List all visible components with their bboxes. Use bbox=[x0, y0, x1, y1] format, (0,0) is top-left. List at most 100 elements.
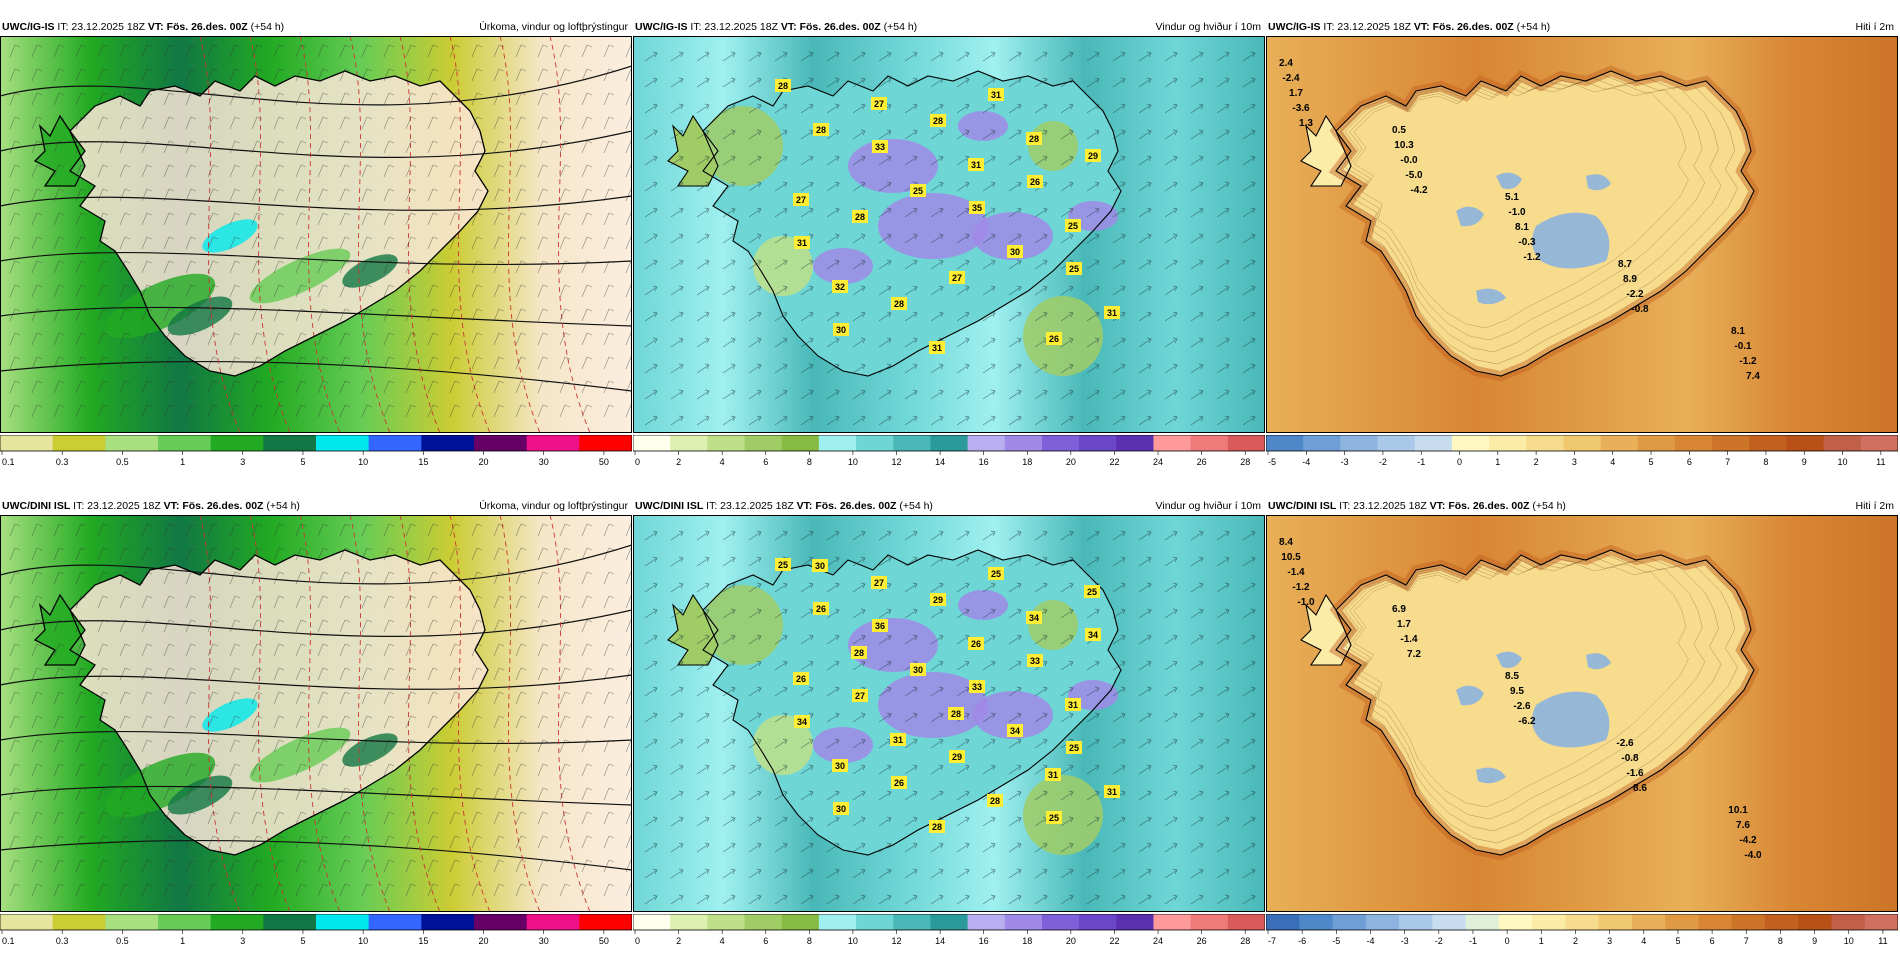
temp-label: -0.8 bbox=[1631, 304, 1649, 315]
temp-label: -2.4 bbox=[1282, 73, 1300, 84]
colorbar-swatch bbox=[1665, 914, 1699, 930]
colorbar-swatch bbox=[158, 435, 212, 451]
gust-label: 31 bbox=[893, 735, 903, 745]
colorbar-swatch bbox=[1332, 914, 1367, 930]
colorbar-tick: 14 bbox=[935, 457, 945, 467]
colorbar-tick: 2 bbox=[676, 457, 681, 467]
colorbar-tick: 8 bbox=[1763, 457, 1768, 467]
temp-label: -1.2 bbox=[1739, 356, 1757, 367]
gust-label: 28 bbox=[855, 212, 865, 222]
colorbar-swatch bbox=[856, 914, 894, 930]
gust-label: 30 bbox=[836, 804, 846, 814]
gust-label: 25 bbox=[1049, 813, 1059, 823]
gust-label: 25 bbox=[778, 560, 788, 570]
colorbar-swatch bbox=[818, 914, 857, 930]
colorbar-tick: 0.3 bbox=[56, 457, 69, 467]
temp-label: -1.0 bbox=[1297, 597, 1315, 608]
colorbar-tick: 16 bbox=[979, 936, 989, 946]
panel-header: UWC/DINI ISL IT: 23.12.2025 18Z VT: Fös.… bbox=[2, 499, 630, 513]
init-time: IT: 23.12.2025 18Z bbox=[1336, 500, 1430, 512]
lead-time: (+54 h) bbox=[263, 500, 300, 512]
temp-label: -0.0 bbox=[1400, 155, 1418, 166]
colorbar-swatch bbox=[1451, 435, 1490, 451]
colorbar-tick: 8 bbox=[807, 936, 812, 946]
gust-label: 25 bbox=[1069, 264, 1079, 274]
colorbar-tick: -1 bbox=[1469, 936, 1477, 946]
panel-header: UWC/DINI ISL IT: 23.12.2025 18Z VT: Fös.… bbox=[1268, 499, 1896, 513]
temp-label: -1.0 bbox=[1508, 207, 1526, 218]
colorbar-tick: -2 bbox=[1435, 936, 1443, 946]
gust-label: 30 bbox=[836, 325, 846, 335]
gust-label: 27 bbox=[874, 578, 884, 588]
colorbar-tick: 12 bbox=[892, 936, 902, 946]
temp-label: 8.5 bbox=[1505, 671, 1519, 682]
colorbar: -5 -4 -3 -2 -1 0 1 2 3 4 5 6 7 8 9 10 11 bbox=[1266, 435, 1898, 470]
gust-label: 34 bbox=[1010, 726, 1020, 736]
colorbar-tick: -5 bbox=[1268, 457, 1276, 467]
colorbar: 0.1 0.3 0.5 1 3 5 10 15 20 30 50 bbox=[0, 914, 632, 949]
colorbar-swatch bbox=[1526, 435, 1564, 451]
colorbar-swatch bbox=[818, 435, 857, 451]
colorbar-tick: 15 bbox=[418, 457, 428, 467]
temp-label: 10.5 bbox=[1281, 552, 1301, 563]
colorbar-tick: 4 bbox=[1610, 457, 1615, 467]
temp-label: -1.2 bbox=[1292, 582, 1310, 593]
gust-label: 33 bbox=[1030, 656, 1040, 666]
map-image bbox=[0, 36, 632, 433]
colorbar-swatch bbox=[316, 435, 370, 451]
colorbar-tick: -4 bbox=[1302, 457, 1310, 467]
colorbar-swatch bbox=[368, 914, 422, 930]
colorbar: 0.1 0.3 0.5 1 3 5 10 15 20 30 50 bbox=[0, 435, 632, 470]
colorbar-tick: 0 bbox=[635, 457, 640, 467]
gust-label: 27 bbox=[952, 273, 962, 283]
colorbar-swatch bbox=[1365, 914, 1400, 930]
lead-time: (+54 h) bbox=[896, 500, 933, 512]
temp-label: 7.4 bbox=[1746, 371, 1760, 382]
colorbar-swatch bbox=[1377, 435, 1416, 451]
colorbar-tick: 10 bbox=[848, 936, 858, 946]
colorbar-swatch bbox=[1631, 914, 1666, 930]
colorbar-swatch bbox=[1698, 914, 1733, 930]
colorbar-tick: 9 bbox=[1812, 936, 1817, 946]
colorbar-tick: 26 bbox=[1197, 936, 1207, 946]
map-image: 8.4 6.9 8.5 -2.6 10.1 10.5 1.7 9.5 -0.8 7.6 -1.4 -1… bbox=[1266, 515, 1898, 912]
colorbar-tick: -7 bbox=[1268, 936, 1276, 946]
colorbar-swatch bbox=[1340, 435, 1379, 451]
gust-label: 27 bbox=[855, 691, 865, 701]
valid-time: VT: Fös. 26.des. 00Z bbox=[163, 500, 264, 512]
colorbar-tick: 24 bbox=[1153, 457, 1163, 467]
model-name: UWC/IG-IS bbox=[1268, 21, 1321, 33]
colorbar-tick: 28 bbox=[1240, 936, 1250, 946]
colorbar-swatch bbox=[526, 914, 580, 930]
valid-time: VT: Fös. 26.des. 00Z bbox=[1429, 500, 1530, 512]
temp-label: -3.6 bbox=[1292, 103, 1310, 114]
colorbar-tick: -6 bbox=[1298, 936, 1306, 946]
temp-label: 5.1 bbox=[1505, 192, 1519, 203]
panel-bottom-temp: UWC/DINI ISL IT: 23.12.2025 18Z VT: Fös.… bbox=[1266, 497, 1898, 967]
colorbar-tick: 22 bbox=[1109, 936, 1119, 946]
colorbar-tick: -1 bbox=[1417, 457, 1425, 467]
gust-label: 26 bbox=[796, 674, 806, 684]
colorbar-tick: 10 bbox=[848, 457, 858, 467]
colorbar-tick: 0.1 bbox=[2, 457, 15, 467]
gust-label: 28 bbox=[932, 822, 942, 832]
temp-label: 8.9 bbox=[1623, 274, 1637, 285]
panel-header: UWC/IG-IS IT: 23.12.2025 18Z VT: Fös. 26… bbox=[1268, 20, 1896, 34]
temp-label: 8.4 bbox=[1279, 537, 1293, 548]
temp-label: 9.5 bbox=[1510, 686, 1524, 697]
gust-label: 27 bbox=[796, 195, 806, 205]
gust-label: 31 bbox=[1107, 787, 1117, 797]
colorbar: -7 -6 -5 -4 -3 -2 -1 0 1 2 3 4 5 6 7 8 9 10 11 bbox=[1266, 914, 1898, 949]
panel-header: UWC/IG-IS IT: 23.12.2025 18Z VT: Fös. 26… bbox=[635, 20, 1263, 34]
colorbar-tick: 1 bbox=[1539, 936, 1544, 946]
colorbar-swatch bbox=[1079, 435, 1117, 451]
colorbar-tick: 12 bbox=[892, 457, 902, 467]
colorbar-swatch bbox=[1227, 914, 1265, 930]
temp-label: 1.3 bbox=[1299, 118, 1313, 129]
colorbar-tick: 18 bbox=[1022, 936, 1032, 946]
colorbar-tick: 8 bbox=[807, 457, 812, 467]
gust-label: 25 bbox=[1087, 587, 1097, 597]
colorbar-swatch bbox=[1565, 914, 1600, 930]
colorbar-swatch bbox=[1498, 914, 1533, 930]
colorbar-swatch bbox=[1712, 435, 1750, 451]
